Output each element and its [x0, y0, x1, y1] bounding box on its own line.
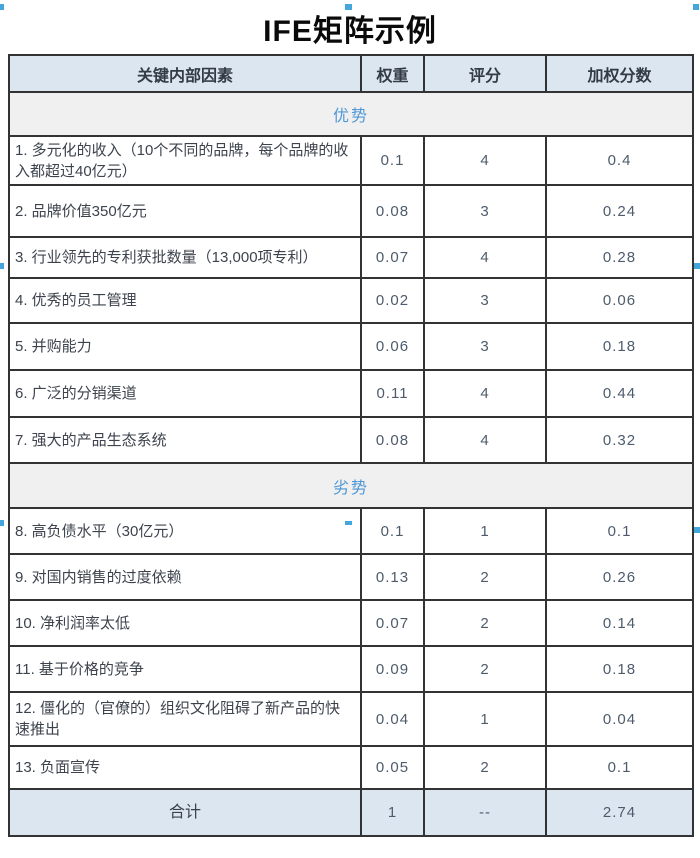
rating-cell: 4 — [423, 135, 547, 186]
selection-handle-top-center[interactable] — [345, 4, 352, 10]
page-title: IFE矩阵示例 — [263, 15, 437, 48]
table-row: 1. 多元化的收入（10个不同的品牌，每个品牌的收入都超过40亿元） 0.1 4… — [8, 135, 694, 186]
selection-handle-bottom-left[interactable] — [0, 520, 4, 526]
total-weight-cell: 1 — [360, 788, 425, 837]
factor-cell: 10. 净利润率太低 — [8, 599, 362, 647]
weight-cell: 0.13 — [360, 553, 425, 601]
factor-cell: 11. 基于价格的竞争 — [8, 645, 362, 693]
table-row: 4. 优秀的员工管理 0.02 3 0.06 — [8, 277, 694, 324]
weighted-cell: 0.28 — [545, 236, 694, 279]
weighted-cell: 0.24 — [545, 184, 694, 238]
factor-cell: 9. 对国内销售的过度依赖 — [8, 553, 362, 601]
weight-cell: 0.05 — [360, 745, 425, 790]
rating-cell: 4 — [423, 369, 547, 418]
weighted-cell: 0.26 — [545, 553, 694, 601]
rating-cell: 3 — [423, 184, 547, 238]
table-row: 8. 高负债水平（30亿元） 0.1 1 0.1 — [8, 507, 694, 555]
column-header-weight: 权重 — [360, 54, 425, 93]
section-label-weaknesses: 劣势 — [8, 462, 694, 509]
weighted-cell: 0.1 — [545, 507, 694, 555]
table-row: 11. 基于价格的竞争 0.09 2 0.18 — [8, 645, 694, 693]
selection-handle-middle-right[interactable] — [694, 263, 700, 269]
table-row: 3. 行业领先的专利获批数量（13,000项专利） 0.07 4 0.28 — [8, 236, 694, 279]
factor-cell: 1. 多元化的收入（10个不同的品牌，每个品牌的收入都超过40亿元） — [8, 135, 362, 186]
selection-handle-top-right[interactable] — [693, 4, 699, 10]
weight-cell: 0.06 — [360, 322, 425, 371]
weight-cell: 0.11 — [360, 369, 425, 418]
factor-cell: 7. 强大的产品生态系统 — [8, 416, 362, 464]
factor-cell: 6. 广泛的分销渠道 — [8, 369, 362, 418]
weighted-cell: 0.04 — [545, 691, 694, 747]
weight-cell: 0.08 — [360, 416, 425, 464]
column-header-rating: 评分 — [423, 54, 547, 93]
factor-cell: 2. 品牌价值350亿元 — [8, 184, 362, 238]
factor-cell: 5. 并购能力 — [8, 322, 362, 371]
rating-cell: 3 — [423, 277, 547, 324]
table-row: 7. 强大的产品生态系统 0.08 4 0.32 — [8, 416, 694, 464]
rating-cell: 3 — [423, 322, 547, 371]
factor-cell: 3. 行业领先的专利获批数量（13,000项专利） — [8, 236, 362, 279]
weighted-cell: 0.1 — [545, 745, 694, 790]
weight-cell: 0.07 — [360, 236, 425, 279]
selection-handle-top-left[interactable] — [0, 4, 4, 10]
weight-cell: 0.02 — [360, 277, 425, 324]
rating-cell: 2 — [423, 645, 547, 693]
total-row: 合计 1 -- 2.74 — [8, 788, 694, 837]
rating-cell: 4 — [423, 416, 547, 464]
weighted-cell: 0.06 — [545, 277, 694, 324]
section-row-strengths: 优势 — [8, 91, 694, 137]
selection-handle-bottom-right[interactable] — [694, 527, 700, 533]
weight-cell: 0.07 — [360, 599, 425, 647]
total-rating-cell: -- — [423, 788, 547, 837]
section-row-weaknesses: 劣势 — [8, 462, 694, 509]
ife-matrix-table[interactable]: 关键内部因素 权重 评分 加权分数 优势 1. 多元化的收入（10个不同的品牌，… — [8, 54, 694, 837]
total-weighted-cell: 2.74 — [545, 788, 694, 837]
weighted-cell: 0.18 — [545, 322, 694, 371]
factor-cell: 12. 僵化的（官僚的）组织文化阻碍了新产品的快速推出 — [8, 691, 362, 747]
rating-cell: 1 — [423, 691, 547, 747]
rating-cell: 2 — [423, 553, 547, 601]
document-page: { "title": "IFE矩阵示例", "table": { "header… — [0, 4, 700, 858]
selection-handle-bottom-center[interactable] — [345, 521, 352, 525]
weight-cell: 0.04 — [360, 691, 425, 747]
weighted-cell: 0.4 — [545, 135, 694, 186]
weight-cell: 0.08 — [360, 184, 425, 238]
factor-cell: 8. 高负债水平（30亿元） — [8, 507, 362, 555]
weighted-cell: 0.14 — [545, 599, 694, 647]
weighted-cell: 0.44 — [545, 369, 694, 418]
rating-cell: 4 — [423, 236, 547, 279]
table-row: 6. 广泛的分销渠道 0.11 4 0.44 — [8, 369, 694, 418]
weight-cell: 0.1 — [360, 507, 425, 555]
table-row: 10. 净利润率太低 0.07 2 0.14 — [8, 599, 694, 647]
column-header-factor: 关键内部因素 — [8, 54, 362, 93]
selection-handle-middle-left[interactable] — [0, 263, 4, 269]
weight-cell: 0.1 — [360, 135, 425, 186]
header-row: 关键内部因素 权重 评分 加权分数 — [8, 54, 694, 93]
rating-cell: 2 — [423, 745, 547, 790]
section-label-strengths: 优势 — [8, 91, 694, 137]
table-row: 2. 品牌价值350亿元 0.08 3 0.24 — [8, 184, 694, 238]
weight-cell: 0.09 — [360, 645, 425, 693]
column-header-weighted: 加权分数 — [545, 54, 694, 93]
weighted-cell: 0.32 — [545, 416, 694, 464]
table-row: 5. 并购能力 0.06 3 0.18 — [8, 322, 694, 371]
rating-cell: 2 — [423, 599, 547, 647]
factor-cell: 13. 负面宣传 — [8, 745, 362, 790]
table-row: 13. 负面宣传 0.05 2 0.1 — [8, 745, 694, 790]
factor-cell: 4. 优秀的员工管理 — [8, 277, 362, 324]
rating-cell: 1 — [423, 507, 547, 555]
weighted-cell: 0.18 — [545, 645, 694, 693]
total-label-cell: 合计 — [8, 788, 362, 837]
table-row: 12. 僵化的（官僚的）组织文化阻碍了新产品的快速推出 0.04 1 0.04 — [8, 691, 694, 747]
table-row: 9. 对国内销售的过度依赖 0.13 2 0.26 — [8, 553, 694, 601]
